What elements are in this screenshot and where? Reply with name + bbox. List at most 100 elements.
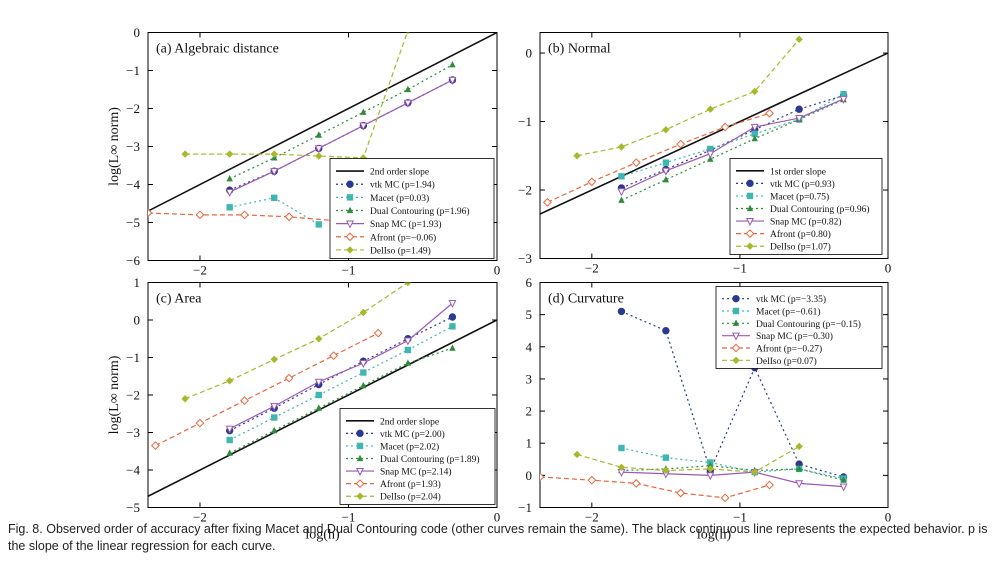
- legend-label: Dual Contouring (p=1.89): [380, 454, 480, 465]
- series-line: [621, 99, 844, 201]
- data-point: [706, 150, 715, 159]
- data-point: [404, 346, 412, 354]
- data-point: [751, 134, 758, 142]
- y-tick-label: 5: [526, 307, 533, 322]
- y-tick-label: −1: [518, 500, 532, 515]
- data-point: [449, 323, 456, 330]
- data-point: [314, 378, 323, 387]
- plot-area: [148, 282, 497, 497]
- data-point: [225, 150, 234, 158]
- x-tick-label: −1: [342, 510, 356, 525]
- x-axis-label: log(h): [305, 528, 340, 543]
- y-tick-label: 0: [134, 313, 141, 328]
- y-tick-label: −1: [518, 114, 532, 129]
- data-point: [707, 461, 714, 469]
- series-snap-mc: [617, 95, 848, 197]
- data-point: [617, 307, 626, 316]
- chart-panel-3: −2 −1 0 1 0 −1 −2 −3 −4 −5 (c) Area log(h) log(L∞ no…: [107, 275, 500, 543]
- data-point: [271, 194, 278, 201]
- caption-text: Observed order of accuracy after fixing …: [8, 522, 988, 553]
- data-point: [617, 188, 626, 197]
- legend-label: Dual Contouring (p=1.96): [370, 206, 470, 217]
- data-point: [449, 61, 456, 68]
- data-point: [406, 32, 410, 35]
- legend-label: Afront (p=0.80): [770, 229, 831, 240]
- series-deliso: [573, 35, 803, 160]
- data-point: [359, 360, 368, 369]
- data-point: [181, 150, 189, 158]
- series-line: [229, 64, 453, 180]
- chart-panel-4: −2 −1 0 6 5 4 3 2 1 0 −1 (d) Curvature log(h) vtk MC …: [518, 275, 891, 543]
- data-point: [226, 436, 233, 444]
- series-deliso: [181, 282, 412, 403]
- legend-marker: [355, 467, 365, 476]
- legend-label: vtk MC (p=2.00): [380, 429, 445, 440]
- legend-label: vtk MC (p=0.93): [770, 179, 835, 190]
- data-point: [631, 158, 641, 168]
- x-tick-label: 0: [885, 261, 892, 276]
- legend-label: Macet (p=−0.61): [756, 307, 821, 318]
- series-afront: [151, 328, 383, 451]
- series-deliso: [573, 442, 803, 476]
- legend-label: vtk MC (p=1.94): [370, 180, 435, 191]
- legend-label: 2nd order slope: [370, 168, 429, 178]
- data-point: [270, 168, 279, 177]
- legend-label: Dual Contouring (p=−0.15): [756, 319, 861, 330]
- data-point: [706, 105, 714, 113]
- data-point: [195, 418, 205, 428]
- data-point: [360, 381, 367, 389]
- series-line: [229, 79, 453, 193]
- data-point: [706, 472, 715, 481]
- data-point: [315, 404, 322, 411]
- legend-marker: [345, 220, 355, 229]
- legend-label: Snap MC (p=2.14): [380, 467, 452, 478]
- legend-marker: [345, 232, 355, 242]
- series-macet: [618, 444, 847, 482]
- y-tick-label: −2: [518, 183, 532, 198]
- data-point: [839, 95, 848, 104]
- data-point: [240, 210, 249, 220]
- data-point: [720, 122, 730, 132]
- legend-marker: [746, 179, 754, 188]
- series-line: [155, 332, 379, 447]
- legend: 2nd order slope vtk MC (p=2.00)Macet (p=2…: [339, 408, 496, 505]
- data-point: [765, 480, 774, 490]
- data-point: [360, 369, 367, 376]
- data-point: [750, 123, 759, 132]
- data-point: [181, 395, 189, 403]
- y-tick-label: 1: [526, 436, 533, 451]
- series-afront: [148, 208, 339, 226]
- legend-label: DelIso (p=0.07): [756, 356, 817, 367]
- data-point: [448, 300, 457, 309]
- data-point: [661, 167, 670, 176]
- legend: 2nd order slope vtk MC (p=1.94) Macet (p=0…: [329, 158, 495, 259]
- data-point: [240, 396, 249, 406]
- legend-marker: [732, 356, 740, 365]
- data-point: [618, 444, 625, 452]
- legend-marker: [732, 294, 740, 303]
- data-point: [587, 177, 597, 187]
- y-tick-label: 0: [134, 25, 141, 40]
- data-point: [795, 442, 803, 451]
- chart-title: (b) Normal: [548, 42, 611, 57]
- legend-marker: [346, 206, 354, 214]
- legend-label: Macet (p=2.02): [380, 441, 439, 452]
- y-tick-label: −5: [126, 215, 140, 230]
- legend-box: [339, 408, 496, 505]
- y-tick-label: 2: [526, 404, 533, 419]
- data-point: [840, 90, 847, 98]
- data-point: [662, 454, 670, 461]
- series-line: [148, 212, 334, 222]
- legend-marker: [356, 454, 364, 462]
- series-line: [621, 98, 844, 192]
- y-tick-label: −6: [126, 253, 140, 268]
- x-tick-label: −1: [733, 510, 747, 525]
- data-point: [225, 425, 234, 434]
- x-tick-label: −2: [585, 510, 599, 525]
- x-tick-label: −2: [193, 510, 207, 525]
- x-axis-label: log(h): [697, 528, 732, 543]
- legend: 1st order slope vtk MC (p=0.93)Macet (p=0…: [729, 158, 883, 255]
- data-point: [315, 335, 323, 343]
- data-point: [449, 344, 456, 351]
- legend-marker: [731, 332, 741, 341]
